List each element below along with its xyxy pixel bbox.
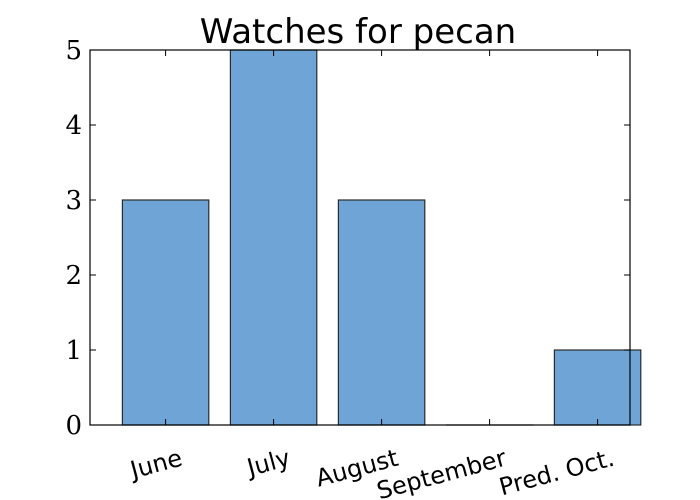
bar-1 — [229, 49, 318, 426]
y-tick-label: 0 — [65, 411, 82, 441]
x-tick-label: July — [242, 444, 293, 483]
bar-2 — [337, 199, 426, 426]
bar-0 — [121, 199, 210, 426]
x-tick-label: June — [125, 444, 185, 485]
bar-4 — [553, 349, 642, 426]
x-tick-label: Pred. Oct. — [496, 444, 617, 500]
chart-title: Watches for pecan — [200, 12, 516, 52]
y-tick-label: 1 — [65, 336, 82, 366]
y-tick-label: 4 — [65, 111, 82, 141]
y-tick-label: 3 — [65, 186, 82, 216]
plot-frame — [89, 49, 631, 426]
y-tick-label: 5 — [65, 36, 82, 66]
bars-layer — [121, 49, 642, 426]
y-tick-labels: 0 1 2 3 4 5 — [65, 36, 82, 441]
y-tick-label: 2 — [65, 261, 82, 291]
